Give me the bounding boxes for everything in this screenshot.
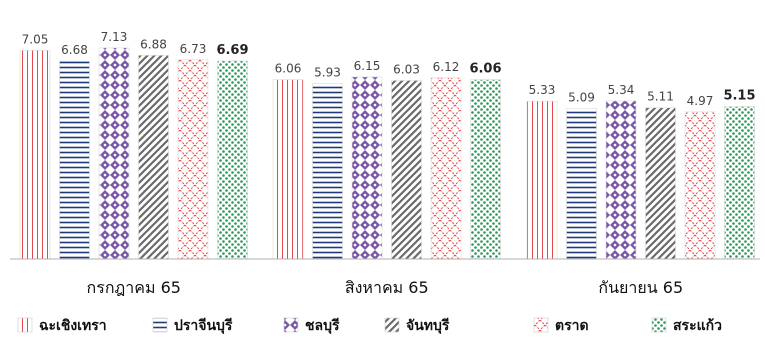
bar-6-1 <box>217 60 248 260</box>
bar-6-2 <box>470 79 501 260</box>
legend-swatch <box>283 317 299 333</box>
data-label: 6.06 <box>275 62 302 76</box>
data-label: 5.93 <box>314 65 341 79</box>
legend-swatch <box>152 317 168 333</box>
bar-2-2 <box>312 83 343 260</box>
category-label: กรกฎาคม 65 <box>87 278 181 297</box>
bar-3-3 <box>605 100 637 260</box>
bar-4-3 <box>645 107 676 260</box>
legend-label: ชลบุรี <box>305 318 340 334</box>
data-label: 6.12 <box>433 60 460 74</box>
bar-1-1 <box>19 49 51 260</box>
legend-swatch <box>651 317 667 333</box>
legend-swatch <box>384 317 400 333</box>
category-labels: กรกฎาคม 65 สิงหาคม 65 กันยายน 65 <box>87 278 684 297</box>
bar-3-2 <box>351 76 383 260</box>
legend-label: จันทบุรี <box>406 318 450 334</box>
category-label: สิงหาคม 65 <box>345 278 429 297</box>
legend: ฉะเชิงเทรา ปราจีนบุรี ชลบุรี จันทบุรี ตราด สร… <box>17 317 722 334</box>
data-label: 5.33 <box>529 83 556 97</box>
legend-label: ตราด <box>555 318 589 334</box>
data-label: 6.88 <box>140 37 167 51</box>
data-label: 6.73 <box>180 42 207 56</box>
data-label: 7.05 <box>22 32 49 46</box>
bar-5-2 <box>430 77 462 260</box>
data-label: 4.97 <box>687 94 714 108</box>
data-label: 5.11 <box>647 90 674 104</box>
bar-4-1 <box>138 55 169 260</box>
bar-5-1 <box>177 59 209 260</box>
legend-swatch <box>533 317 549 333</box>
bar-4-2 <box>391 80 422 260</box>
bar-6-3 <box>724 106 755 260</box>
bar-3-1 <box>98 47 130 260</box>
legend-swatch <box>17 317 33 333</box>
bar-2-3 <box>566 108 597 260</box>
data-label: 5.15 <box>723 89 755 104</box>
data-label: 7.13 <box>101 30 128 44</box>
bars-layer: 7.05 6.68 7.13 6.88 6.73 6.69 6.06 5.93 6.15 6.03… <box>19 30 756 260</box>
category-label: กันยายน 65 <box>598 278 683 297</box>
bar-5-3 <box>684 111 716 260</box>
data-label: 6.68 <box>61 43 88 57</box>
bar-1-3 <box>526 100 558 260</box>
data-label: 5.34 <box>608 83 635 97</box>
data-label: 6.15 <box>354 59 381 73</box>
bar-2-1 <box>59 60 90 260</box>
data-label: 6.06 <box>469 62 501 77</box>
data-label: 5.09 <box>568 90 595 104</box>
data-label: 6.69 <box>216 43 248 58</box>
legend-label: ปราจีนบุรี <box>174 318 233 334</box>
legend-label: สระแก้ว <box>673 318 722 334</box>
legend-label: ฉะเชิงเทรา <box>39 318 107 334</box>
data-label: 6.03 <box>393 62 420 76</box>
bar-1-2 <box>272 79 304 260</box>
